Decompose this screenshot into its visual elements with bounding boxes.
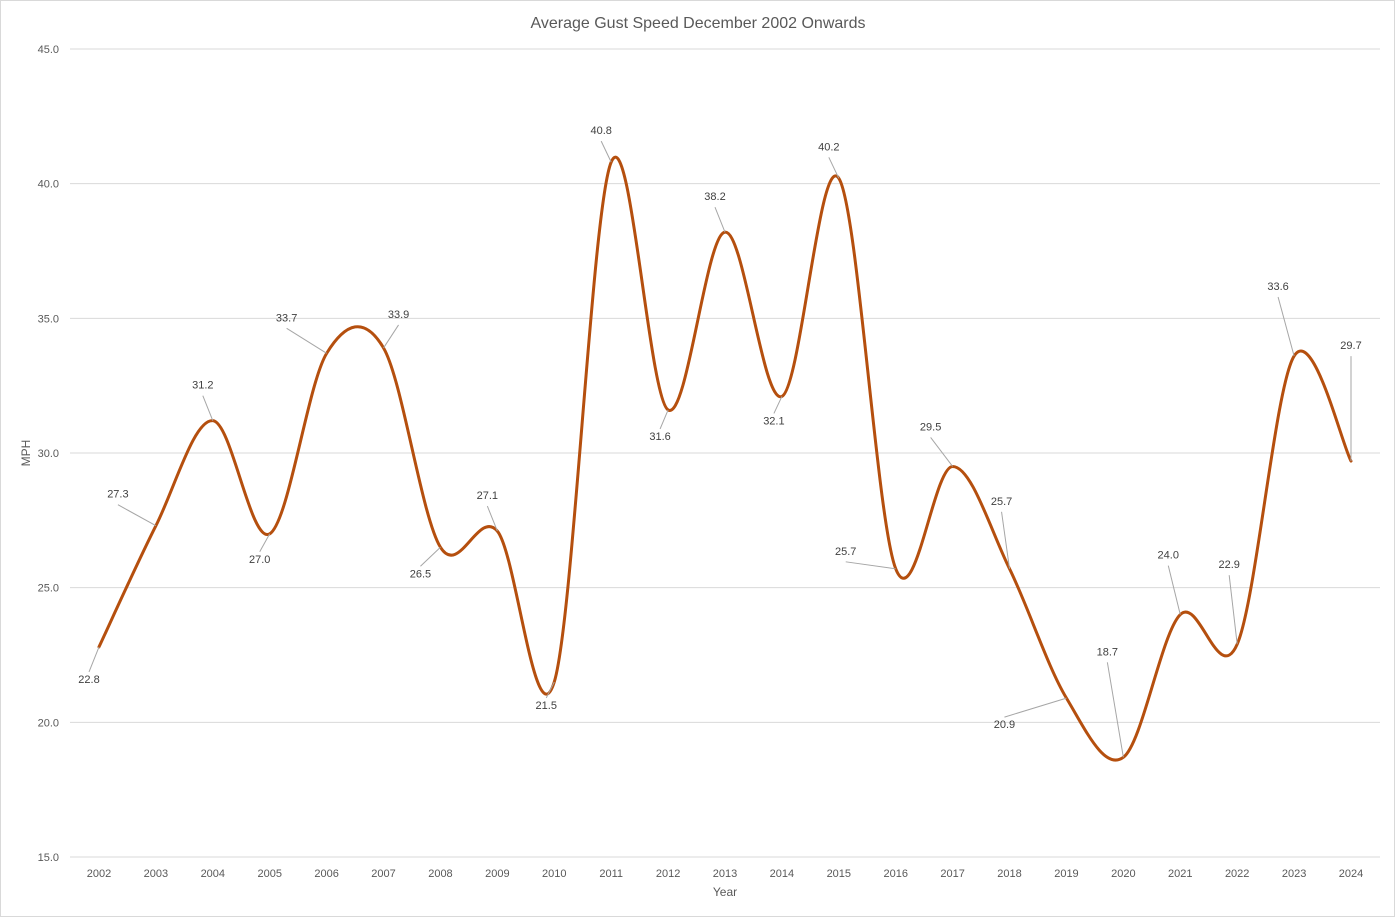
x-tick-label: 2013	[713, 868, 737, 880]
data-label-leader	[1001, 511, 1011, 569]
data-label: 40.8	[590, 125, 611, 137]
data-label-leader	[88, 646, 100, 673]
data-label-leader	[659, 409, 669, 430]
x-tick-label: 2023	[1282, 868, 1306, 880]
data-label-leader	[714, 206, 726, 233]
data-label: 29.7	[1340, 340, 1361, 352]
data-label-leader	[486, 505, 498, 532]
data-label-leader	[1004, 697, 1067, 718]
data-label-leader	[117, 504, 157, 527]
data-label-leader	[773, 396, 783, 414]
data-label: 27.3	[107, 489, 128, 501]
data-label: 24.0	[1158, 550, 1179, 562]
data-label-leader	[1106, 662, 1124, 758]
data-label-leader	[930, 437, 954, 467]
y-tick-label: 35.0	[38, 313, 59, 325]
data-label: 21.5	[536, 700, 557, 712]
y-axis-ticks: 15.0 20.0 25.0 30.0 35.0 40.0 45.0	[38, 44, 59, 864]
data-label: 18.7	[1097, 646, 1118, 658]
x-tick-label: 2002	[87, 868, 111, 880]
x-tick-label: 2020	[1111, 868, 1135, 880]
x-tick-label: 2011	[599, 868, 623, 880]
data-label: 40.2	[818, 141, 839, 153]
data-label: 25.7	[991, 496, 1012, 508]
data-label: 20.9	[994, 719, 1015, 731]
x-tick-label: 2018	[997, 868, 1021, 880]
data-label: 25.7	[835, 546, 856, 558]
x-tick-label: 2016	[883, 868, 907, 880]
x-tick-label: 2022	[1225, 868, 1249, 880]
x-tick-label: 2004	[201, 868, 225, 880]
data-label: 29.5	[920, 421, 941, 433]
data-label-leader	[202, 395, 214, 421]
x-tick-label: 2015	[827, 868, 851, 880]
series-layer	[97, 156, 1353, 762]
x-tick-label: 2006	[314, 868, 338, 880]
data-label: 33.7	[276, 312, 297, 324]
y-tick-label: 40.0	[38, 179, 59, 191]
data-label-leader	[1277, 296, 1295, 357]
data-label: 38.2	[704, 191, 725, 203]
data-labels: 22.8 27.3 31.2 27.0 33.7 33.9 26.5 27.1 21.5 40.8…	[78, 125, 1361, 731]
data-label-leader	[828, 157, 840, 179]
x-axis-ticks: 2002 2003 2004 2005 2006 2007 2008 2009 2010 2011…	[87, 868, 1363, 880]
x-tick-label: 2005	[257, 868, 281, 880]
gridlines	[70, 48, 1380, 858]
y-tick-label: 45.0	[38, 44, 59, 56]
x-tick-label: 2014	[770, 868, 794, 880]
data-label: 27.0	[249, 554, 270, 566]
x-axis-title: Year	[713, 885, 737, 899]
x-tick-label: 2017	[940, 868, 964, 880]
data-label: 31.2	[192, 380, 213, 392]
x-tick-label: 2008	[428, 868, 452, 880]
y-tick-label: 25.0	[38, 583, 59, 595]
data-label-leader	[545, 681, 555, 699]
chart-title: Average Gust Speed December 2002 Onwards	[530, 15, 865, 32]
x-tick-label: 2021	[1168, 868, 1192, 880]
data-label: 33.9	[388, 309, 409, 321]
data-label: 22.9	[1218, 559, 1239, 571]
x-tick-label: 2012	[656, 868, 680, 880]
x-tick-label: 2019	[1054, 868, 1078, 880]
series-line	[97, 156, 1353, 762]
data-label: 27.1	[477, 490, 498, 502]
data-label: 32.1	[763, 415, 784, 427]
x-tick-label: 2024	[1339, 868, 1363, 880]
x-tick-label: 2010	[542, 868, 566, 880]
x-tick-label: 2007	[371, 868, 395, 880]
x-tick-label: 2009	[485, 868, 509, 880]
data-label-leader	[286, 327, 327, 354]
y-tick-label: 20.0	[38, 717, 59, 729]
data-label-leader	[845, 561, 896, 570]
data-label-leader	[259, 533, 271, 553]
data-label: 33.6	[1267, 281, 1288, 293]
data-label-leader	[383, 324, 399, 349]
data-label: 22.8	[78, 674, 99, 686]
y-axis-title: MPH	[19, 440, 33, 467]
data-label-leader	[1228, 575, 1238, 645]
x-tick-label: 2003	[144, 868, 168, 880]
data-label-leader	[600, 140, 612, 163]
data-label-leader	[420, 546, 441, 567]
data-label: 31.6	[649, 431, 670, 443]
data-label-leader	[1167, 565, 1181, 615]
y-tick-label: 30.0	[38, 448, 59, 460]
data-label-leaders	[88, 140, 1352, 758]
y-tick-label: 15.0	[38, 852, 59, 864]
data-label: 26.5	[410, 568, 431, 580]
